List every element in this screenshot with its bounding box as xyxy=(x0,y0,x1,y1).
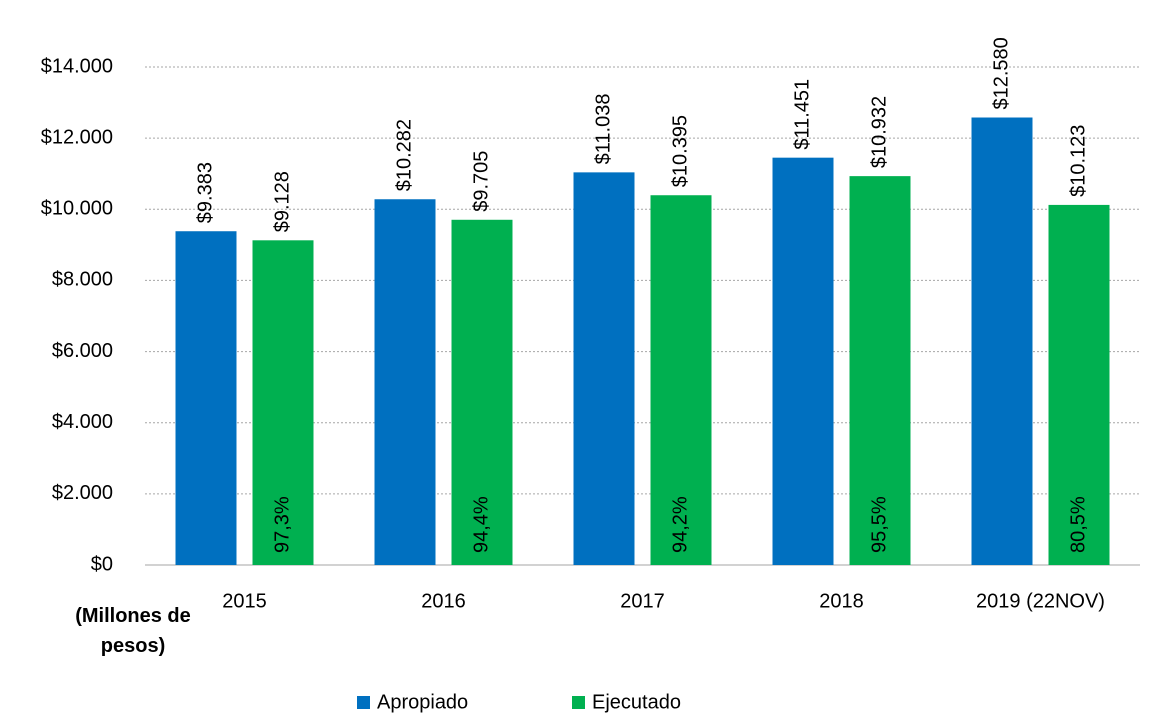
y-axis-label-line: (Millones de xyxy=(75,605,191,627)
data-label: $12.580 xyxy=(990,37,1012,109)
x-tick-label: 2017 xyxy=(620,590,665,612)
bar xyxy=(1048,204,1110,565)
y-axis-label: (Millones de pesos) xyxy=(75,605,191,657)
legend-label: Apropiado xyxy=(377,691,468,713)
y-tick-label: $8.000 xyxy=(52,269,113,291)
data-label: $11.038 xyxy=(592,94,614,165)
x-tick-label: 2015 xyxy=(222,590,267,612)
legend-swatch xyxy=(572,696,585,709)
data-label: $9.705 xyxy=(470,151,492,212)
legend-swatch xyxy=(357,696,370,709)
bar xyxy=(374,199,436,565)
bar xyxy=(971,117,1033,566)
x-tick-label: 2016 xyxy=(421,590,466,612)
y-tick-label: $2.000 xyxy=(52,482,113,504)
rate-label: 94,4% xyxy=(470,496,492,553)
data-label: $11.451 xyxy=(791,79,813,150)
y-tick-label: $10.000 xyxy=(41,198,113,220)
y-axis-label-line: pesos) xyxy=(101,635,165,657)
y-tick-label: $14.000 xyxy=(41,55,113,77)
y-tick-label: $12.000 xyxy=(41,126,113,148)
x-tick-label: 2018 xyxy=(819,590,864,612)
rate-label: 97,3% xyxy=(271,496,293,553)
bar xyxy=(451,219,513,565)
bar xyxy=(175,231,237,566)
rate-label: 94,2% xyxy=(669,496,691,553)
rate-label: 80,5% xyxy=(1067,496,1089,553)
bar xyxy=(252,240,314,565)
bar xyxy=(772,157,834,565)
rate-label: 95,5% xyxy=(868,496,890,553)
data-label: $10.932 xyxy=(868,96,890,168)
data-label: $9.383 xyxy=(194,162,216,223)
data-label: $10.123 xyxy=(1067,125,1089,197)
data-label: $10.282 xyxy=(393,119,415,191)
bar xyxy=(573,172,635,566)
data-label: $10.395 xyxy=(669,115,691,187)
legend-label: Ejecutado xyxy=(592,691,681,713)
x-tick-label: 2019 (22NOV) xyxy=(976,590,1105,612)
y-tick-label: $0 xyxy=(91,553,113,575)
y-tick-label: $4.000 xyxy=(52,411,113,433)
y-tick-label: $6.000 xyxy=(52,340,113,362)
data-label: $9.128 xyxy=(271,171,293,232)
bar xyxy=(650,195,712,566)
bar xyxy=(849,176,911,565)
